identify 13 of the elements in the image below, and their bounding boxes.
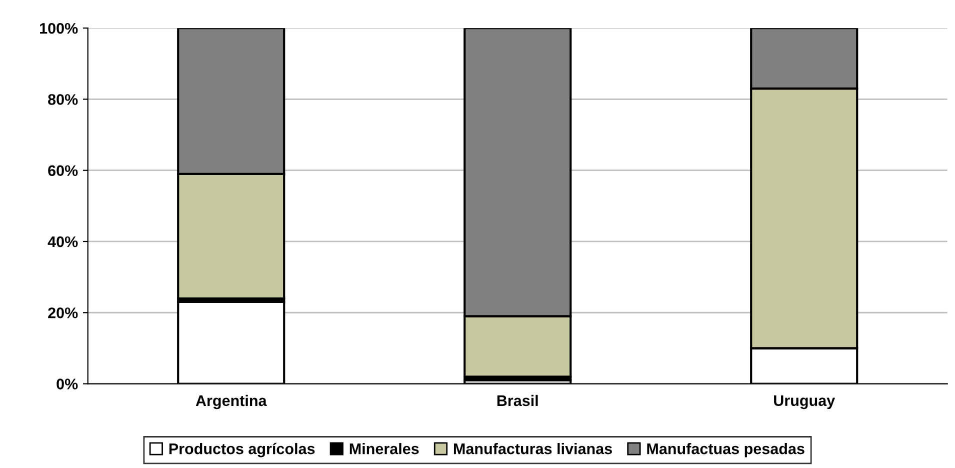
legend-label: Productos agrícolas — [169, 442, 315, 458]
y-tick-label: 20% — [48, 307, 78, 318]
y-tick-label: 0% — [56, 378, 78, 390]
legend-label: Manufacturas livianas — [454, 442, 612, 454]
x-tick-label: Argentina — [196, 394, 267, 410]
x-tick-label: Brasil — [497, 394, 538, 406]
y-tick-label: 80% — [48, 94, 78, 105]
x-tick-label: Uruguay — [774, 395, 836, 410]
legend-label: Minerales — [350, 442, 419, 454]
legend-label: Manufactuas pesadas — [647, 442, 804, 458]
y-tick-label: 40% — [48, 236, 78, 248]
y-tick-label: 100% — [40, 22, 78, 34]
y-tick-label: 60% — [48, 165, 78, 176]
